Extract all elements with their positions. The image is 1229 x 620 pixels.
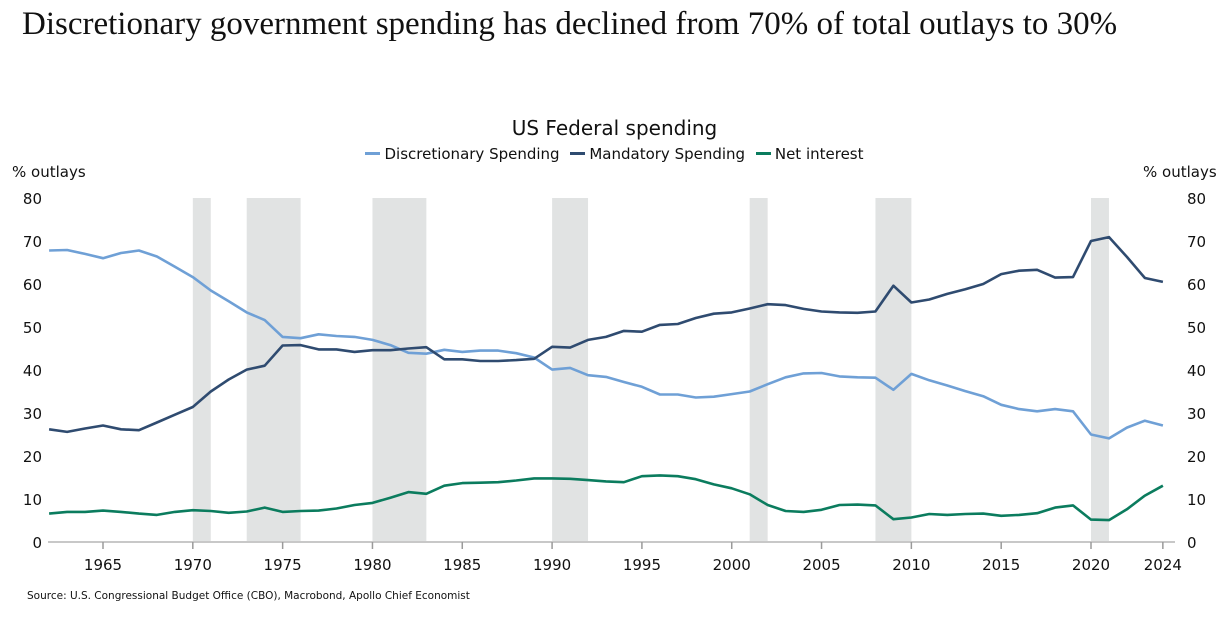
recession-band [1091,198,1109,542]
recession-band [875,198,912,542]
y-tick-label-right: 50 [1187,319,1206,337]
y-tick-label-left: 20 [23,448,42,466]
discretionary-spending-line [49,248,1164,440]
y-tick-label-left: 50 [23,319,42,337]
y-tick-label-left: 10 [23,491,42,509]
y-tick-label-right: 60 [1187,276,1206,294]
recession-band [749,198,768,542]
x-tick-label: 1985 [443,556,481,574]
x-tick-label: 2005 [802,556,840,574]
x-tick-label: 1965 [84,556,122,574]
legend-label: Mandatory Spending [589,145,746,163]
y-tick-label-right: 30 [1187,405,1206,423]
legend-label: Discretionary Spending [384,145,560,163]
x-tick-label: 1995 [623,556,661,574]
legend-item-discretionary[interactable]: Discretionary Spending [365,145,560,163]
y-tick-label-left: 0 [32,534,42,552]
legend-item-net-interest[interactable]: Net interest [755,145,864,163]
y-axis-label-left: % outlays [12,163,86,181]
recession-bands [192,198,1109,542]
x-tick-label: 1975 [264,556,302,574]
recession-band [372,198,427,542]
y-tick-label-right: 0 [1187,534,1197,552]
legend-swatch-discretionary [365,152,381,155]
axes: 1965 1970 1975 1980 1985 1990 1995 2000 2005 2010… [23,190,1206,574]
y-tick-label-left: 30 [23,405,42,423]
mandatory-spending-line [48,235,1164,434]
legend-swatch-mandatory [570,152,586,155]
recession-band [192,198,211,542]
series-lines [48,235,1164,522]
y-tick-label-left: 60 [23,276,42,294]
y-tick-label-left: 40 [23,362,42,380]
y-tick-label-left: 70 [23,233,42,251]
x-tick-label: 1970 [174,556,212,574]
x-tick-label: 2024 [1144,556,1182,574]
x-tick-label: 1990 [533,556,571,574]
y-tick-label-right: 80 [1187,190,1206,208]
net-interest-line [48,474,1164,522]
x-tick-label: 2020 [1072,556,1110,574]
x-tick-label: 2015 [982,556,1020,574]
x-tick-label: 1980 [353,556,391,574]
legend-label: Net interest [774,145,864,163]
legend-item-mandatory[interactable]: Mandatory Spending [570,145,745,163]
source-note: Source: U.S. Congressional Budget Office… [27,590,470,602]
y-axis-label-right: % outlays [1143,163,1217,181]
legend: Discretionary Spending Mandatory Spendin… [0,145,1229,163]
y-tick-label-left: 80 [23,190,42,208]
y-tick-label-right: 70 [1187,233,1206,251]
headline: Discretionary government spending has de… [22,6,1118,42]
y-tick-label-right: 40 [1187,362,1206,380]
y-tick-label-right: 10 [1187,491,1206,509]
x-tick-label: 2010 [892,556,930,574]
legend-swatch-net-interest [755,152,771,155]
y-tick-label-right: 20 [1187,448,1206,466]
x-tick-label: 2000 [713,556,751,574]
chart-title: US Federal spending [511,116,718,140]
recession-band [246,198,301,542]
